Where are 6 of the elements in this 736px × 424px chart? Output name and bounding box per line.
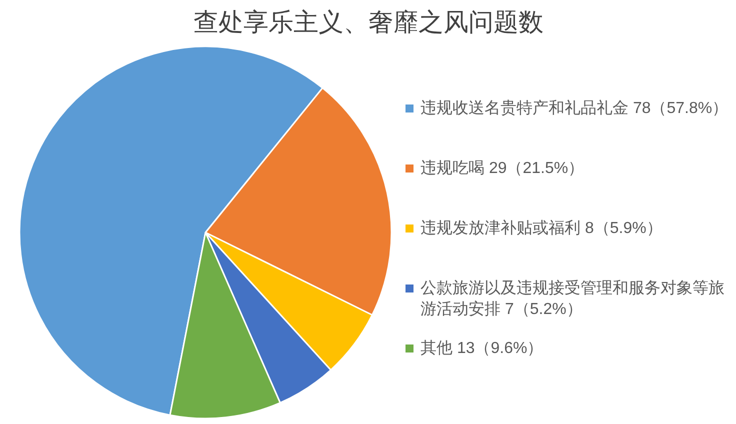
legend-label: 违规收送名贵特产和礼品礼金 78（57.8%） [420,99,728,117]
legend-label: 其他 13（9.6%） [420,339,544,357]
legend-label: 违规吃喝 29（21.5%） [420,159,584,177]
legend-label: 公款旅游以及违规接受管理和服务对象等旅游活动安排 7（5.2%） [420,279,724,318]
legend-label: 违规发放津补贴或福利 8（5.9%） [420,219,662,237]
chart-title: 查处享乐主义、奢靡之风问题数 [194,8,544,36]
